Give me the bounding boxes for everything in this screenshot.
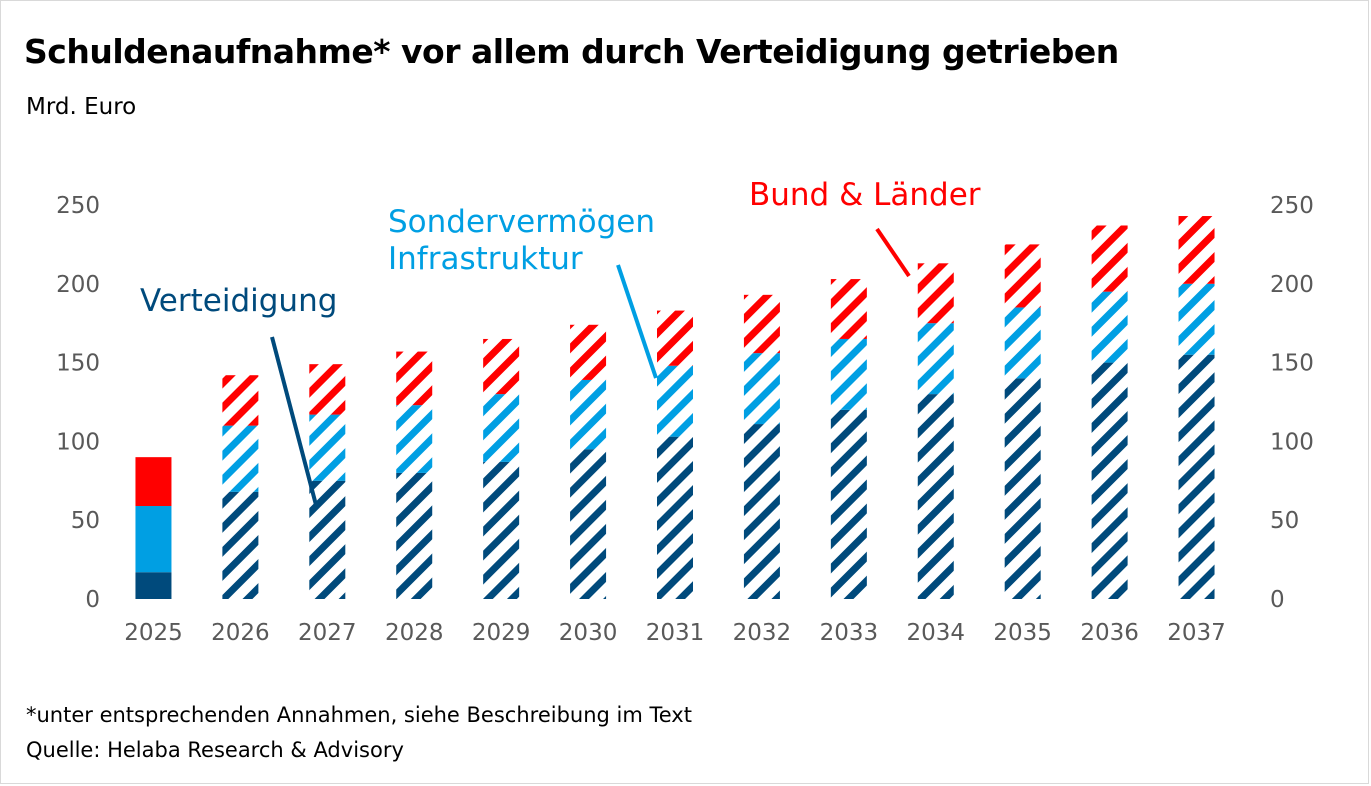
bar-verteidigung-2032 (743, 424, 780, 599)
bar-infrastruktur-2033 (830, 338, 867, 410)
bar-verteidigung-2028 (396, 472, 433, 599)
ticks-layer: 0 0 50 50 100 100 150 150 200 200 250 250 2025 2026 20… (56, 193, 1314, 646)
bar-verteidigung-2025 (135, 572, 172, 599)
annotations-layer: Verteidigung Sondervermögen Infrastruktur B… (140, 177, 981, 506)
bar-infrastruktur-2036 (1091, 291, 1128, 363)
leader-line-bund_laender (875, 227, 911, 278)
bar-bund_laender-2031 (657, 310, 693, 366)
footnote: *unter entsprechenden Annahmen, siehe Be… (26, 703, 692, 727)
x-tick-label: 2035 (993, 620, 1052, 646)
bar-bund_laender-2027 (309, 364, 346, 415)
bar-infrastruktur-2025 (135, 506, 172, 573)
y-tick-right: 150 (1270, 351, 1314, 377)
bar-verteidigung-2037 (1178, 354, 1215, 599)
x-tick-label: 2029 (472, 620, 531, 646)
bar-verteidigung-2034 (917, 394, 954, 599)
x-tick-label: 2036 (1080, 620, 1139, 646)
bar-verteidigung-2030 (570, 449, 607, 599)
bar-bund_laender-2034 (917, 263, 954, 324)
leader-line-infrastruktur (616, 264, 658, 379)
bar-bund_laender-2026 (222, 375, 259, 426)
bars-layer (135, 216, 1215, 599)
bar-infrastruktur-2029 (483, 394, 520, 462)
y-tick-right: 100 (1270, 429, 1314, 455)
x-tick-label: 2031 (646, 620, 705, 646)
x-tick-label: 2028 (385, 620, 444, 646)
bar-bund_laender-2029 (483, 338, 520, 395)
bar-infrastruktur-2032 (743, 353, 780, 425)
x-tick-label: 2037 (1167, 620, 1226, 646)
leader-line-verteidigung (270, 336, 318, 506)
bar-verteidigung-2029 (483, 461, 520, 599)
x-tick-label: 2027 (298, 620, 357, 646)
bar-infrastruktur-2031 (657, 365, 693, 437)
bar-infrastruktur-2037 (1178, 283, 1215, 355)
bar-verteidigung-2031 (657, 436, 693, 599)
bar-infrastruktur-2028 (396, 405, 433, 473)
y-tick-left: 200 (56, 272, 100, 298)
y-tick-left: 0 (85, 587, 100, 613)
bar-bund_laender-2030 (570, 324, 607, 380)
y-tick-left: 250 (56, 193, 100, 219)
x-tick-label: 2034 (906, 620, 965, 646)
y-tick-right: 250 (1270, 193, 1314, 219)
bar-infrastruktur-2027 (309, 414, 346, 481)
bar-chart: 0 0 50 50 100 100 150 150 200 200 250 250 2025 2026 20… (56, 177, 1314, 646)
x-tick-label: 2025 (124, 620, 183, 646)
source-note: Quelle: Helaba Research & Advisory (26, 738, 404, 762)
series-label-bund_laender: Bund & Länder (749, 177, 981, 213)
bar-infrastruktur-2034 (917, 323, 954, 395)
bar-bund_laender-2037 (1178, 216, 1215, 284)
bar-bund_laender-2035 (1004, 244, 1041, 308)
x-tick-label: 2032 (733, 620, 792, 646)
y-tick-left: 100 (56, 429, 100, 455)
series-label-infrastruktur: Sondervermögen Infrastruktur (388, 204, 655, 277)
bar-verteidigung-2033 (830, 409, 867, 599)
x-tick-label: 2030 (559, 620, 618, 646)
bar-bund_laender-2025 (135, 457, 172, 507)
bar-verteidigung-2026 (222, 491, 259, 599)
y-tick-right: 50 (1270, 508, 1299, 534)
bar-bund_laender-2036 (1091, 225, 1128, 292)
x-tick-label: 2026 (211, 620, 270, 646)
y-tick-right: 200 (1270, 272, 1314, 298)
bar-verteidigung-2035 (1004, 378, 1041, 599)
bar-infrastruktur-2026 (222, 425, 259, 492)
bar-infrastruktur-2035 (1004, 307, 1041, 379)
y-tick-left: 150 (56, 351, 100, 377)
bar-bund_laender-2028 (396, 351, 433, 406)
y-tick-right: 0 (1270, 587, 1285, 613)
unit-label: Mrd. Euro (26, 94, 137, 120)
chart-title: Schuldenaufnahme* vor allem durch Vertei… (24, 32, 1119, 71)
bar-bund_laender-2032 (743, 294, 780, 354)
bar-infrastruktur-2030 (570, 379, 607, 450)
bar-verteidigung-2036 (1091, 362, 1128, 599)
bar-bund_laender-2033 (830, 279, 867, 339)
x-tick-label: 2033 (820, 620, 879, 646)
series-label-verteidigung: Verteidigung (140, 283, 337, 319)
y-tick-left: 50 (71, 508, 100, 534)
